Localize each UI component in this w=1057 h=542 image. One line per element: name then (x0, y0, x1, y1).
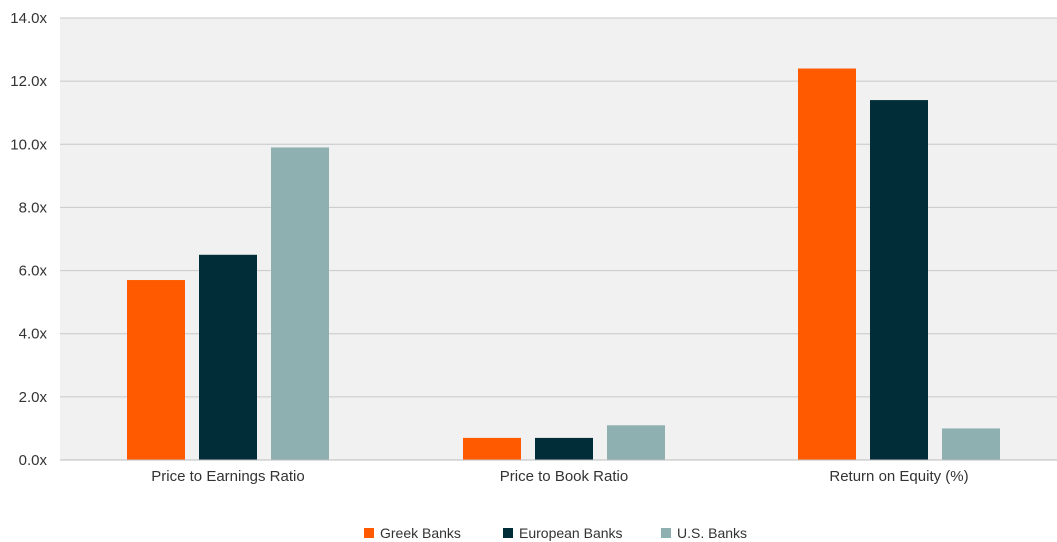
bar (127, 280, 185, 460)
y-tick-label: 10.0x (10, 136, 47, 153)
legend-label: European Banks (519, 525, 623, 541)
y-tick-label: 2.0x (19, 389, 48, 406)
legend-label: U.S. Banks (677, 525, 747, 541)
y-tick-label: 4.0x (19, 326, 48, 343)
bar (535, 437, 593, 460)
y-tick-label: 0.0x (19, 452, 48, 469)
bar (942, 428, 1000, 460)
y-tick-label: 8.0x (19, 199, 48, 216)
legend-swatch (661, 528, 671, 538)
y-tick-label: 14.0x (10, 10, 47, 27)
bar (798, 68, 856, 460)
category-labels: Price to Earnings Ratio Price to Book Rat… (151, 468, 968, 485)
legend: Greek Banks European Banks U.S. Banks (364, 525, 747, 541)
y-tick-label: 6.0x (19, 263, 48, 280)
bar (463, 437, 521, 460)
legend-swatch (364, 528, 374, 538)
bar (607, 425, 665, 460)
x-category-label: Price to Earnings Ratio (151, 468, 304, 485)
legend-label: Greek Banks (380, 525, 461, 541)
bars (127, 68, 1000, 460)
x-category-label: Return on Equity (%) (829, 468, 968, 485)
legend-swatch (503, 528, 513, 538)
bar (271, 147, 329, 460)
y-tick-label: 12.0x (10, 73, 47, 90)
bar (199, 254, 257, 460)
x-category-label: Price to Book Ratio (500, 468, 628, 485)
bar (870, 100, 928, 460)
y-axis-ticks: 0.0x 2.0x 4.0x 6.0x 8.0x 10.0x 12.0x 14.0x (10, 10, 47, 469)
